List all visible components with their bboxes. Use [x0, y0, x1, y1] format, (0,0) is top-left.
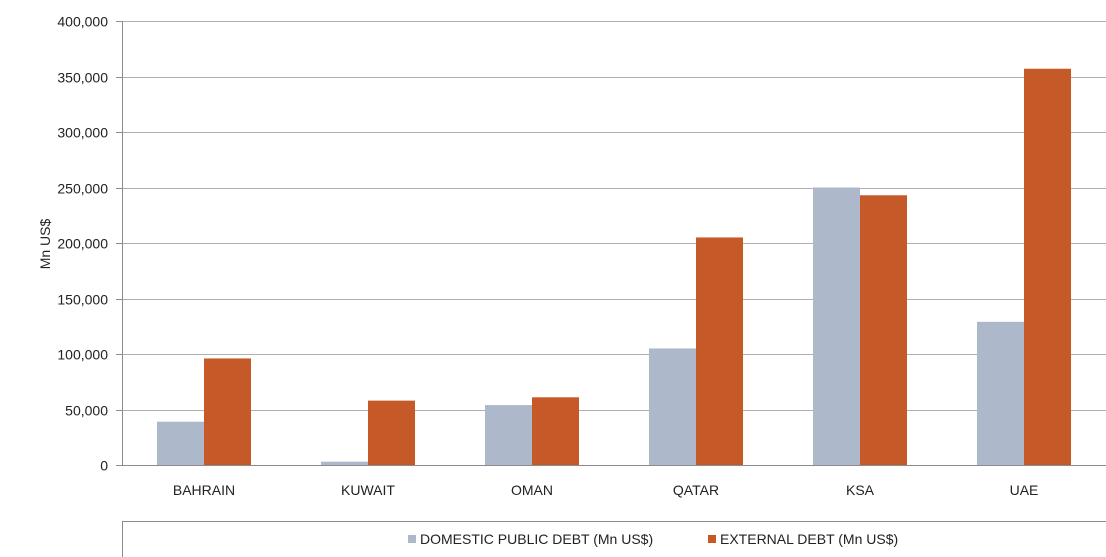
legend-label: EXTERNAL DEBT (Mn US$): [720, 531, 898, 547]
x-category-label: QATAR: [673, 482, 719, 498]
bar-qatar-series-2: [696, 237, 743, 465]
bar-ksa-series-2: [860, 195, 907, 465]
bar-bahrain-series-2: [204, 358, 251, 465]
legend-swatch: [408, 535, 416, 543]
y-tick-label: 250,000: [57, 181, 108, 197]
bar-kuwait-series-2: [368, 401, 415, 465]
y-tick-label: 0: [100, 458, 108, 474]
bar-oman-series-1: [485, 405, 532, 465]
y-tick-label: 300,000: [57, 125, 108, 141]
x-category-label: KUWAIT: [341, 482, 395, 498]
x-category-label: BAHRAIN: [173, 482, 235, 498]
legend: DOMESTIC PUBLIC DEBT (Mn US$) EXTERNAL DE…: [122, 521, 1106, 557]
legend-swatch: [708, 535, 716, 543]
x-category-label: OMAN: [511, 482, 553, 498]
y-tick-label: 150,000: [57, 292, 108, 308]
category-labels: BAHRAIN KUWAIT OMAN QATAR KSA UAE: [173, 482, 1039, 498]
gridlines: [122, 22, 1106, 411]
bar-ksa-series-1: [813, 188, 860, 466]
y-tick-label: 400,000: [57, 14, 108, 30]
bar-uae-series-1: [977, 322, 1024, 465]
y-axis-title: Mn US$: [37, 219, 53, 270]
x-category-label: KSA: [846, 482, 875, 498]
bar-qatar-series-1: [649, 348, 696, 465]
y-tick-label: 100,000: [57, 347, 108, 363]
bar-oman-series-2: [532, 397, 579, 465]
y-tick-label: 200,000: [57, 236, 108, 252]
legend-label: DOMESTIC PUBLIC DEBT (Mn US$): [420, 531, 653, 547]
y-tick-label: 50,000: [65, 403, 108, 419]
bar-bahrain-series-1: [157, 422, 204, 465]
y-axis-ticks: 0 50,000 100,000 150,000 200,000 250,000 300,0…: [57, 14, 122, 474]
bars: [157, 69, 1071, 465]
x-category-label: UAE: [1010, 482, 1039, 498]
bar-kuwait-series-1: [321, 462, 368, 465]
bar-uae-series-2: [1024, 69, 1071, 465]
y-tick-label: 350,000: [57, 70, 108, 86]
